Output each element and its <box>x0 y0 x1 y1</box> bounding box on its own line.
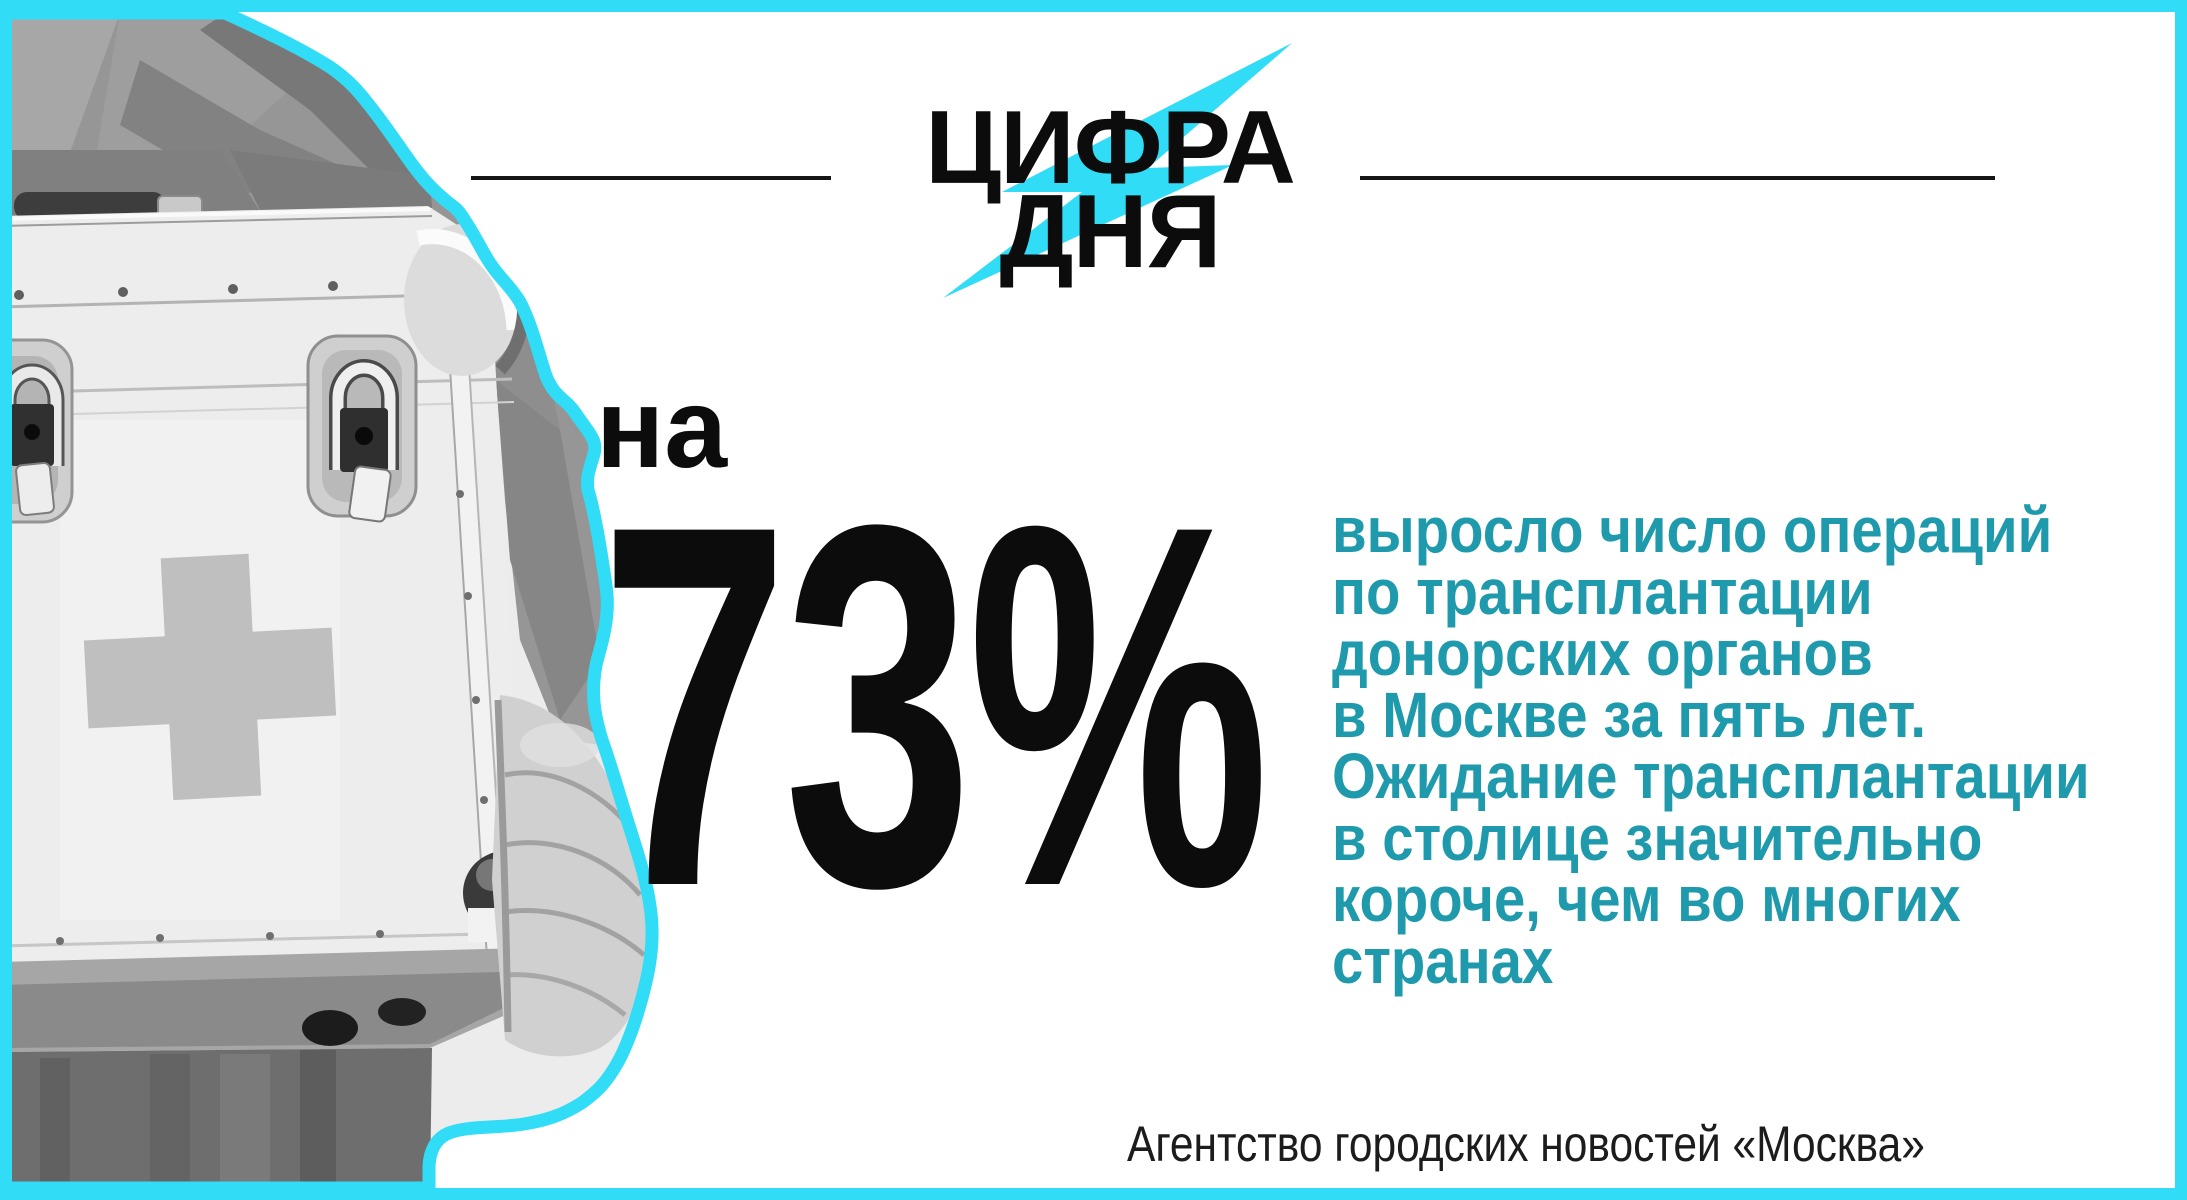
case-foot <box>302 1010 358 1046</box>
day-number-logo: ЦИФРА ДНЯ <box>900 96 1320 284</box>
stat-description: выросло число операций по трансплантации… <box>1332 494 2090 997</box>
right-rule <box>1360 176 1995 180</box>
stat-prefix: на <box>596 365 728 491</box>
case-latch-left <box>0 338 74 524</box>
photo-outline <box>0 6 659 1195</box>
left-rule <box>471 176 831 180</box>
rivets-bottom-row <box>56 930 384 945</box>
stat-value: 73% <box>600 419 1270 994</box>
case-latch-right <box>306 334 418 523</box>
rivets-right-column <box>456 490 488 804</box>
case-foot <box>378 998 426 1026</box>
hand <box>492 695 649 1057</box>
medical-case-photo <box>0 6 659 1195</box>
trousers <box>0 1048 432 1188</box>
medical-cross-icon <box>83 553 337 801</box>
chrome-corner <box>404 224 531 376</box>
source-credit: Агентство городских новостей «Москва» <box>1127 1116 1925 1172</box>
